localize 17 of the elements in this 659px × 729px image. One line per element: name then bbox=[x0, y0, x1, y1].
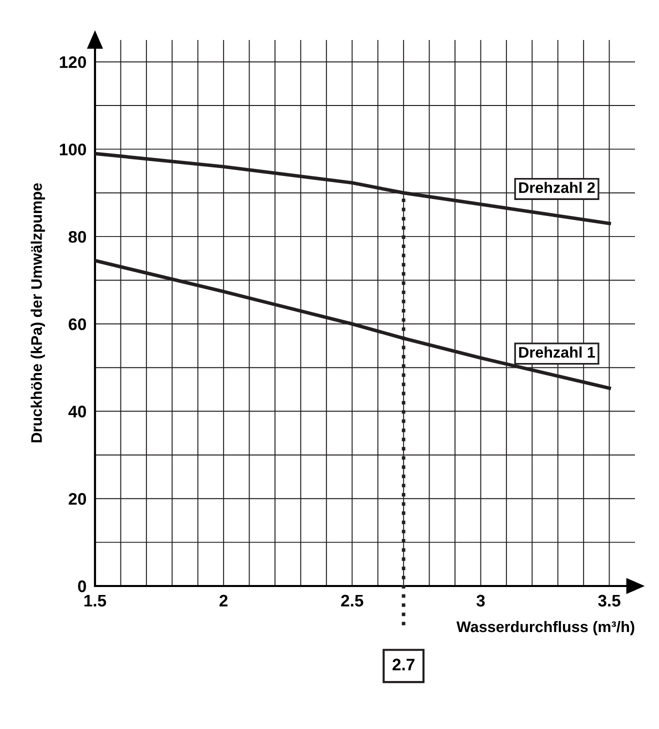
y-tick-label: 60 bbox=[68, 318, 86, 330]
x-axis-title: Wasserdurchfluss (m³/h) bbox=[456, 620, 634, 636]
y-tick-label: 20 bbox=[68, 493, 86, 505]
x-tick-label: 2 bbox=[220, 594, 228, 606]
series-label: Drehzahl 1 bbox=[519, 346, 595, 358]
y-tick-label: 40 bbox=[68, 406, 86, 418]
y-tick-label: 80 bbox=[68, 230, 86, 243]
x-tick-label: 1.5 bbox=[84, 594, 106, 607]
y-tick-label: 0 bbox=[78, 580, 86, 592]
x-tick-label: 3.5 bbox=[598, 594, 620, 607]
y-tick-label: 100 bbox=[60, 144, 86, 156]
x-tick-label: 2.5 bbox=[341, 594, 364, 607]
x-tick-label: 3 bbox=[476, 594, 485, 607]
series-label: Drehzahl 2 bbox=[519, 182, 595, 194]
y-tick-label: 120 bbox=[60, 56, 86, 68]
y-axis-title: Druckhöhe (kPa) der Umwälzpumpe bbox=[30, 183, 45, 442]
ref-line-label: 2.7 bbox=[392, 658, 414, 670]
